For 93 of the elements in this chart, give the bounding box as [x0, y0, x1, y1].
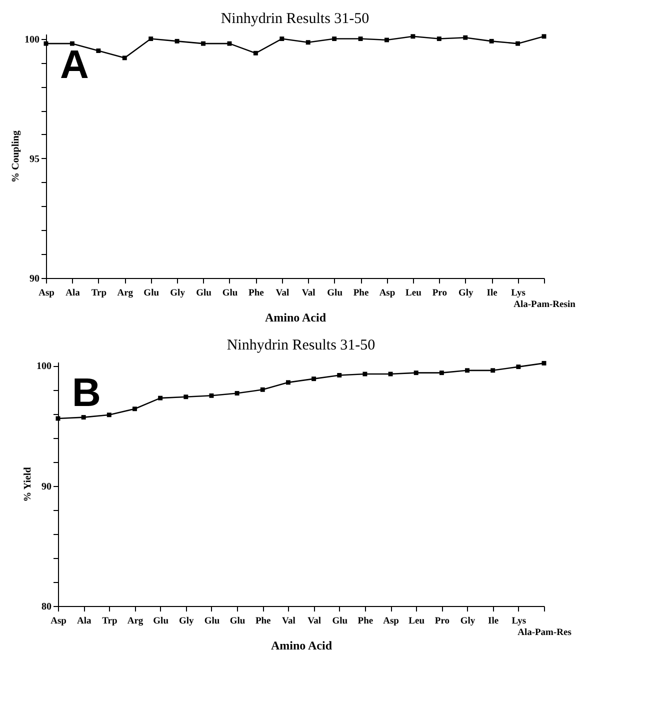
x-tick-label: Ile [488, 616, 499, 626]
y-tick-label: 100 [36, 361, 52, 372]
x-tick-label: Ala-Pam-Resin [514, 300, 576, 310]
point [234, 391, 240, 396]
y-tick-label: 90 [42, 481, 52, 492]
point [122, 56, 127, 60]
point [201, 41, 206, 46]
point [312, 376, 316, 382]
point [414, 370, 418, 376]
x-tick-label: Arg [117, 288, 134, 298]
x-tick-label: Glu [204, 616, 220, 626]
point [388, 372, 393, 376]
x-tick-label: Glu [144, 288, 160, 298]
point [96, 48, 101, 53]
x-tick-label: Asp [379, 288, 396, 298]
x-tick-label: Gly [460, 616, 476, 626]
x-tick-label: Glu [153, 616, 170, 626]
annotation: B [72, 371, 101, 415]
point [209, 393, 214, 398]
point [260, 387, 265, 392]
y-axis-title: % Yield [22, 466, 34, 502]
x-tick-label: Lys [512, 616, 526, 626]
point [148, 36, 154, 42]
x-tick-label: Phe [353, 288, 369, 298]
y-tick-label: 100 [24, 34, 40, 46]
point [516, 364, 521, 370]
x-tick-label: Val [276, 288, 290, 298]
x-tick-label: Trp [91, 288, 106, 298]
point [384, 38, 389, 42]
point [465, 368, 470, 373]
point [132, 406, 137, 412]
point [106, 412, 112, 418]
chart-title: Ninhydrin Results 31-50 [220, 10, 370, 27]
point [253, 50, 258, 56]
point [542, 34, 546, 39]
x-tick-label: Phe [358, 616, 374, 626]
x-axis-title: Amino Acid [270, 638, 332, 652]
x-tick-label: Ala [66, 288, 80, 298]
x-tick-label: Ala-Pam-Res [518, 628, 572, 638]
x-tick-label: Asp [383, 616, 399, 626]
chart-title: Ninhydrin Results 31-50 [226, 338, 376, 354]
x-tick-label: Val [302, 288, 316, 298]
point [280, 36, 284, 42]
x-tick-label: Trp [102, 616, 118, 626]
point [410, 34, 416, 39]
y-tick-label: 95 [30, 154, 40, 165]
point [358, 36, 363, 42]
point [174, 38, 180, 44]
point [70, 41, 74, 46]
x-tick-label: Glu [230, 616, 246, 626]
point [463, 35, 468, 40]
point [286, 380, 290, 385]
x-tick-label: Val [308, 616, 322, 626]
point [44, 41, 48, 46]
point [362, 372, 368, 376]
x-tick-label: Ile [486, 288, 498, 298]
x-axis-title: Amino Acid [264, 310, 326, 324]
point [542, 360, 546, 366]
x-tick-label: Pro [434, 616, 450, 626]
y-tick-label: 80 [42, 602, 52, 612]
y-tick-label: 90 [30, 274, 40, 284]
x-tick-label: Gly [179, 616, 194, 626]
x-tick-label: Val [282, 616, 296, 626]
point [227, 41, 232, 46]
point [490, 368, 496, 373]
x-tick-label: Leu [406, 288, 422, 298]
point [436, 36, 442, 42]
point [332, 36, 337, 42]
point [184, 394, 188, 400]
point [158, 396, 163, 400]
x-tick-label: Ala [76, 616, 92, 626]
x-tick-label: Gly [170, 288, 186, 298]
x-tick-label: Glu [222, 288, 238, 298]
x-tick-label: Asp [50, 616, 66, 626]
point [489, 38, 494, 44]
x-tick-label: Phe [255, 616, 271, 626]
annotation: A [60, 43, 89, 87]
y-axis-title: % Coupling [10, 130, 22, 182]
x-tick-label: Arg [127, 616, 144, 626]
x-tick-label: Glu [196, 288, 212, 298]
point [337, 372, 342, 378]
point [516, 41, 520, 46]
point [306, 40, 310, 45]
point [439, 370, 444, 376]
x-tick-label: Glu [327, 288, 344, 298]
x-tick-label: Asp [38, 288, 54, 298]
x-tick-label: Pro [432, 288, 448, 298]
x-tick-label: Leu [408, 616, 426, 626]
x-tick-label: Glu [332, 616, 348, 626]
x-tick-label: Gly [458, 288, 474, 298]
x-tick-label: Lys [511, 288, 526, 298]
x-tick-label: Phe [248, 288, 264, 298]
point [81, 415, 86, 420]
